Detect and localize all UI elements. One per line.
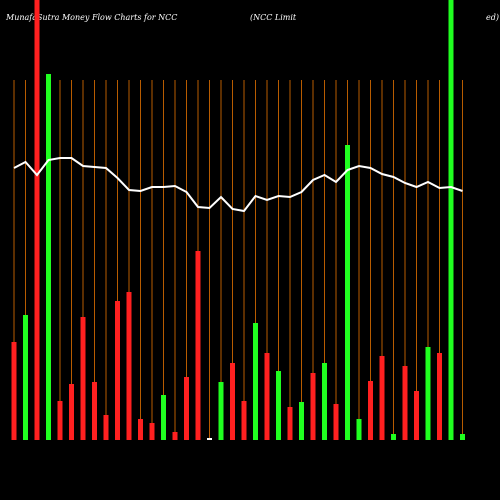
bar — [11, 342, 17, 440]
bar — [460, 434, 465, 440]
bar — [138, 419, 143, 440]
bar — [368, 381, 373, 440]
bar — [184, 377, 189, 440]
bar — [391, 434, 396, 440]
bar — [333, 404, 339, 440]
chart-subtitle: (NCC Limit — [250, 13, 297, 22]
bar — [92, 382, 97, 440]
bar — [126, 292, 132, 440]
bar — [379, 356, 385, 440]
bar — [322, 363, 327, 440]
bar — [207, 438, 212, 440]
bar — [310, 373, 316, 440]
bar — [115, 301, 120, 440]
bar — [264, 353, 270, 440]
bar — [69, 384, 74, 440]
chart-subtitle-end: ed) — [486, 13, 499, 22]
bar — [253, 323, 258, 440]
bar — [425, 347, 431, 440]
bar — [34, 0, 40, 440]
bar — [414, 391, 419, 440]
bar — [345, 145, 350, 440]
bar — [46, 74, 51, 440]
money-flow-line — [13, 157, 463, 213]
bar — [149, 423, 155, 440]
bar — [172, 432, 178, 440]
bar — [402, 366, 408, 440]
bar — [195, 251, 201, 440]
bar — [287, 407, 293, 440]
bar — [103, 415, 109, 440]
bar — [57, 401, 63, 440]
bar — [80, 317, 86, 440]
bar — [230, 363, 235, 440]
bar — [299, 402, 304, 440]
bar — [218, 382, 224, 440]
bar — [356, 419, 362, 440]
chart-title: MunafaSutra Money Flow Charts for NCC — [5, 13, 177, 22]
bar — [276, 371, 281, 440]
bar — [161, 395, 166, 440]
bar — [23, 315, 28, 440]
bar — [241, 401, 247, 440]
bar — [448, 0, 454, 440]
bar — [437, 353, 442, 440]
